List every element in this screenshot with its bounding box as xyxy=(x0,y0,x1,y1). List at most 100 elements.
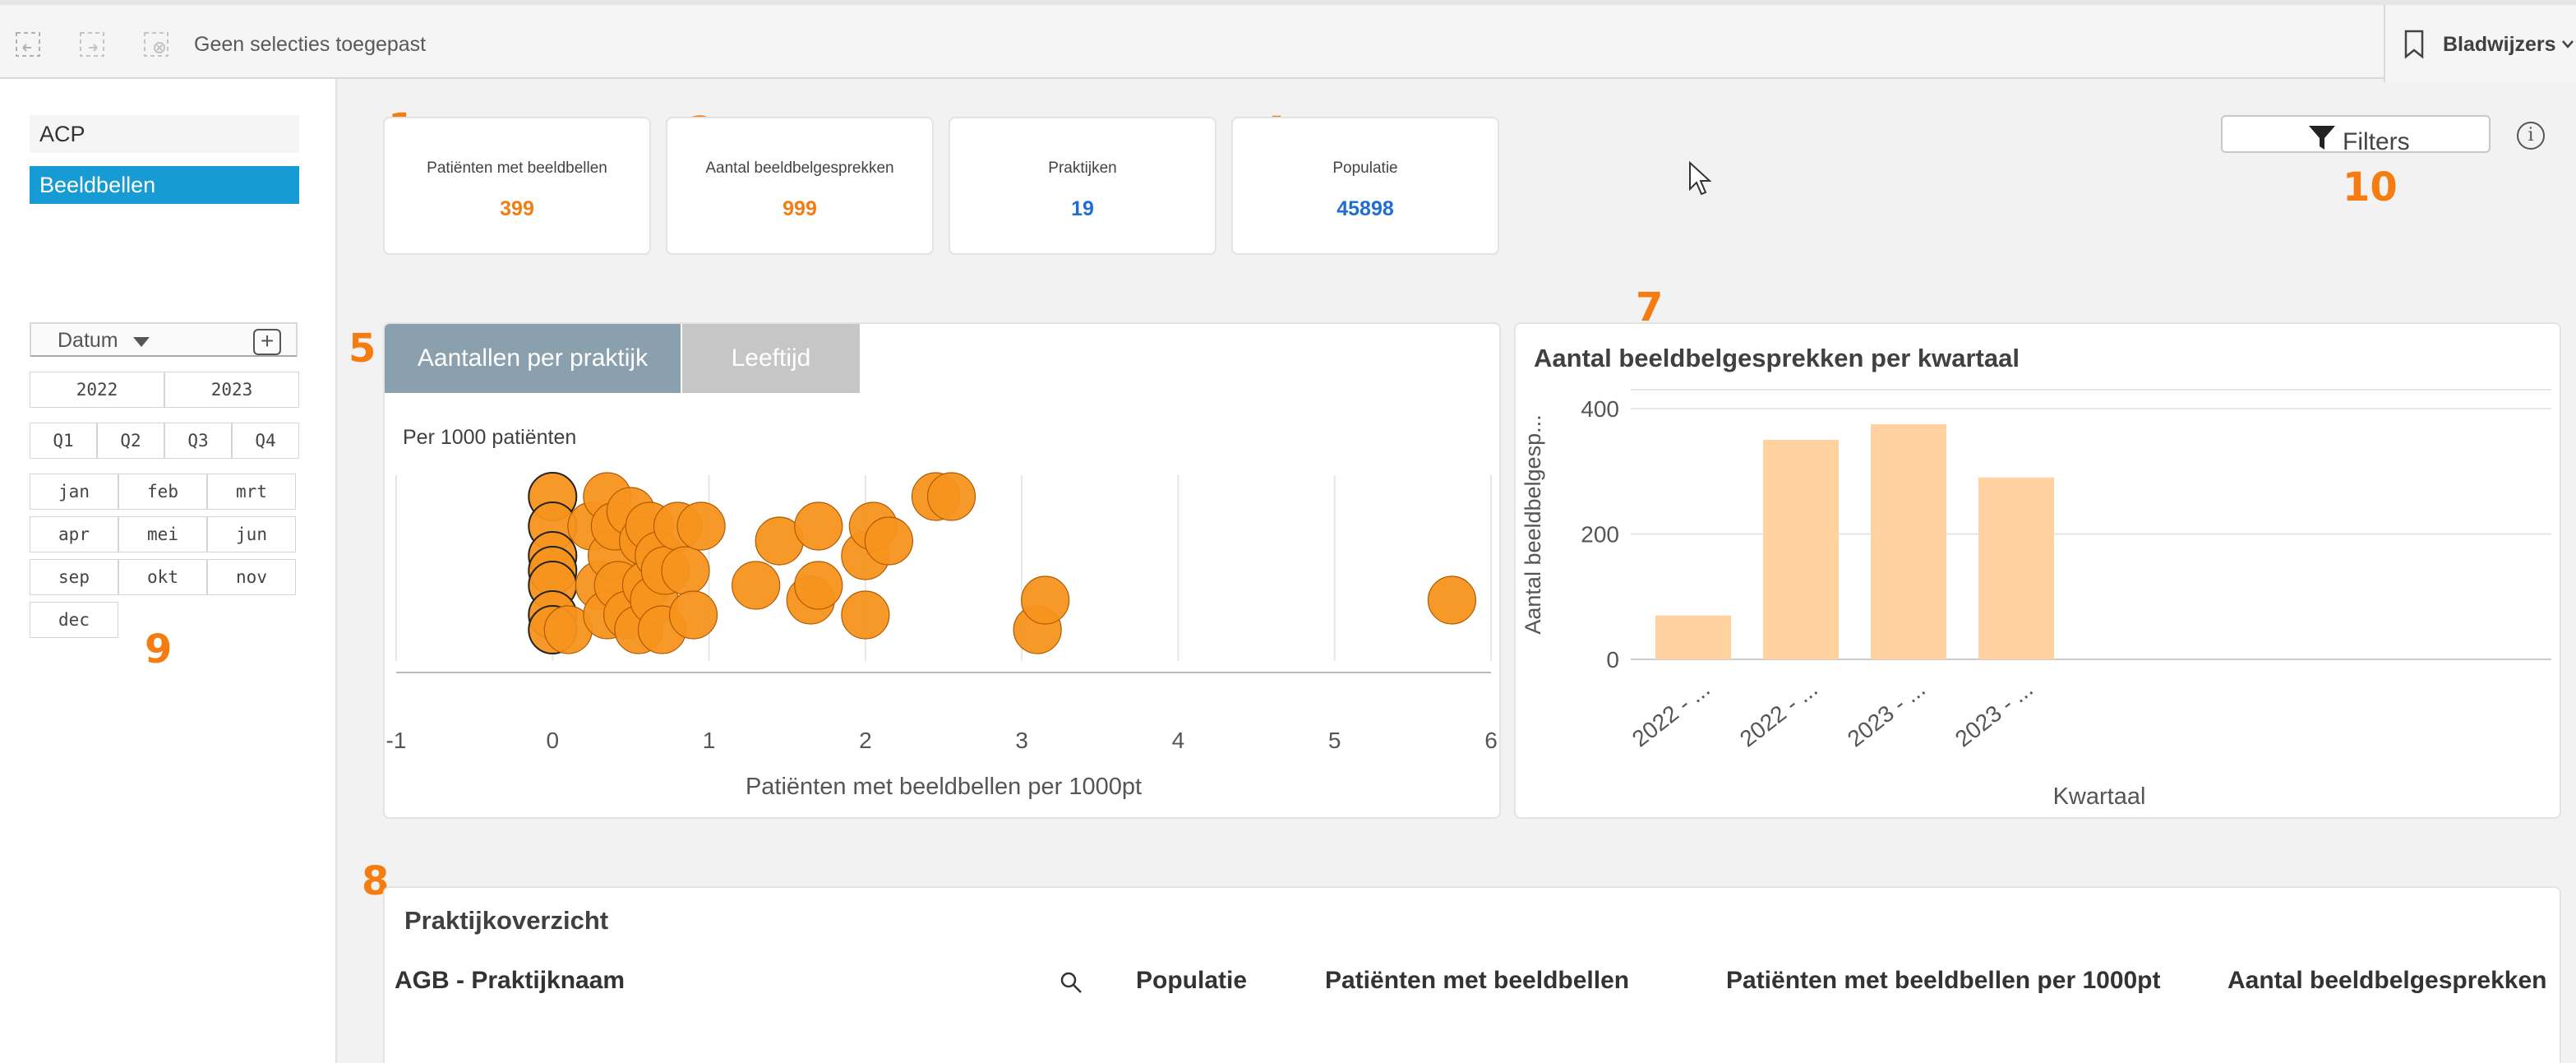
scatter-point xyxy=(1021,575,1070,625)
scatter-point xyxy=(926,472,976,521)
tab-aantallen-per-praktijk[interactable]: Aantallen per praktijk xyxy=(385,324,681,393)
table-title: Praktijkoverzicht xyxy=(404,906,609,935)
x-tick-label: 5 xyxy=(1328,728,1341,753)
no-selections-text: Geen selecties toegepast xyxy=(194,33,427,56)
kpi-card-praktijken[interactable]: Praktijken 19 xyxy=(949,117,1216,255)
x-tick-label: 2023 - ... xyxy=(1843,676,1930,751)
quarter-q2[interactable]: Q2 xyxy=(97,423,164,459)
kpi-value: 399 xyxy=(500,197,534,220)
month-feb[interactable]: feb xyxy=(118,474,207,510)
x-tick-label: 0 xyxy=(546,728,559,753)
month-apr[interactable]: apr xyxy=(30,516,118,552)
kpi-value: 19 xyxy=(1071,197,1094,220)
year-2023[interactable]: 2023 xyxy=(164,372,299,408)
x-tick-label: 4 xyxy=(1172,728,1185,753)
filter-icon xyxy=(2309,126,2335,150)
kpi-value: 999 xyxy=(782,197,817,220)
bar xyxy=(1871,423,1946,659)
column-populatie[interactable]: Populatie xyxy=(1136,967,1248,994)
scatter-point xyxy=(864,516,914,566)
mouse-cursor-icon xyxy=(1689,161,1711,196)
kpi-card-patienten[interactable]: Patiënten met beeldbellen 399 xyxy=(383,117,651,255)
bar-chart-panel: Aantal beeldbelgesprekken per kwartaal 0 2… xyxy=(1514,322,2561,819)
x-tick-label: 1 xyxy=(703,728,716,753)
scatter-chart[interactable]: Per 1000 patiënten -1 0 1 2 3 4 5 6 Patiënten met… xyxy=(385,393,1499,817)
month-jun[interactable]: jun xyxy=(207,516,296,552)
scatter-point xyxy=(1427,575,1477,625)
scatter-point xyxy=(732,561,781,610)
sidebar-item-acp[interactable]: ACP xyxy=(30,115,299,153)
scatter-point xyxy=(794,561,843,610)
datum-dropdown[interactable]: Datum + xyxy=(30,322,298,357)
scatter-point xyxy=(668,590,718,640)
selection-back-icon[interactable] xyxy=(13,30,43,59)
x-axis-title: Kwartaal xyxy=(2053,783,2146,810)
filters-label: Filters xyxy=(2343,128,2410,155)
x-axis-title: Patiënten met beeldbellen per 1000pt xyxy=(746,774,1142,800)
bar-chart[interactable]: Aantal beeldbelgesprekken per kwartaal02… xyxy=(1516,324,2560,817)
left-panel: ACP Beeldbellen Datum + 2022 2023 Q1 Q2 … xyxy=(0,79,337,1063)
x-tick-label: -1 xyxy=(386,728,407,753)
scatter-point xyxy=(794,501,843,551)
sidebar-item-beeldbellen[interactable]: Beeldbellen xyxy=(30,166,299,204)
datum-label: Datum xyxy=(58,329,118,352)
bookmark-icon xyxy=(2404,30,2424,59)
bookmarks-label: Bladwijzers xyxy=(2443,33,2556,56)
table-header: AGB - Praktijknaam Populatie Patiënten m… xyxy=(385,967,2560,1008)
y-tick-label: 200 xyxy=(1581,521,1619,547)
column-aantal-beeldbelgesprekken[interactable]: Aantal beeldbelgesprekken xyxy=(2227,967,2547,994)
month-mrt[interactable]: mrt xyxy=(207,474,296,510)
kpi-title: Aantal beeldbelgesprekken xyxy=(705,159,894,177)
selection-forward-icon[interactable] xyxy=(77,30,107,59)
x-tick-label: 2022 - ... xyxy=(1735,676,1822,751)
year-2022[interactable]: 2022 xyxy=(30,372,164,408)
info-icon[interactable]: i xyxy=(2517,122,2545,150)
bookmarks-button[interactable]: Bladwijzers xyxy=(2384,5,2576,82)
kpi-value: 45898 xyxy=(1336,197,1394,220)
x-tick-label: 6 xyxy=(1484,728,1498,753)
bar-chart-title: Aantal beeldbelgesprekken per kwartaal xyxy=(1534,344,2020,372)
column-patienten-met-beeldbellen[interactable]: Patiënten met beeldbellen xyxy=(1325,967,1630,994)
selections-toolbar: Geen selecties toegepast Bladwijzers xyxy=(0,0,2576,82)
x-tick-label: 2023 - ... xyxy=(1950,676,2038,751)
filters-button[interactable]: Filters xyxy=(2221,115,2491,155)
clear-selections-icon[interactable] xyxy=(141,30,171,59)
kpi-title: Praktijken xyxy=(1048,159,1117,177)
y-tick-label: 400 xyxy=(1581,396,1619,422)
search-icon[interactable] xyxy=(1059,970,1083,995)
x-tick-label: 2022 - ... xyxy=(1627,676,1715,751)
annotation-10: 10 xyxy=(2343,164,2398,210)
scatter-point xyxy=(661,546,710,595)
kpi-card-populatie[interactable]: Populatie 45898 xyxy=(1231,117,1499,255)
tab-leeftijd[interactable]: Leeftijd xyxy=(682,324,860,393)
kpi-title: Patiënten met beeldbellen xyxy=(427,159,607,177)
month-jan[interactable]: jan xyxy=(30,474,118,510)
annotation-9: 9 xyxy=(145,626,173,672)
month-sep[interactable]: sep xyxy=(30,559,118,595)
scatter-subtitle: Per 1000 patiënten xyxy=(403,426,576,449)
add-icon[interactable]: + xyxy=(253,329,281,355)
kpi-title: Populatie xyxy=(1332,159,1398,177)
bar xyxy=(1655,615,1731,659)
month-dec[interactable]: dec xyxy=(30,602,118,638)
scatter-point xyxy=(676,501,726,551)
scatter-point xyxy=(841,590,890,640)
chevron-down-icon xyxy=(2562,40,2574,49)
quarter-q4[interactable]: Q4 xyxy=(232,423,299,459)
x-tick-label: 3 xyxy=(1015,728,1028,753)
quarter-q3[interactable]: Q3 xyxy=(164,423,232,459)
annotation-5: 5 xyxy=(349,326,376,372)
y-axis-title: Aantal beeldbelgesp... xyxy=(1521,414,1545,634)
kpi-card-gesprekken[interactable]: Aantal beeldbelgesprekken 999 xyxy=(666,117,934,255)
month-nov[interactable]: nov xyxy=(207,559,296,595)
praktijk-table-panel: Praktijkoverzicht AGB - Praktijknaam Pop… xyxy=(383,886,2561,1063)
column-agb-praktijknaam[interactable]: AGB - Praktijknaam xyxy=(395,967,626,994)
month-okt[interactable]: okt xyxy=(118,559,207,595)
quarter-q1[interactable]: Q1 xyxy=(30,423,97,459)
month-mei[interactable]: mei xyxy=(118,516,207,552)
bar xyxy=(1763,440,1839,659)
bar xyxy=(1978,477,2054,659)
column-patienten-per-1000pt[interactable]: Patiënten met beeldbellen per 1000pt xyxy=(1726,967,2161,994)
caret-down-icon xyxy=(133,337,150,347)
x-tick-label: 2 xyxy=(859,728,872,753)
